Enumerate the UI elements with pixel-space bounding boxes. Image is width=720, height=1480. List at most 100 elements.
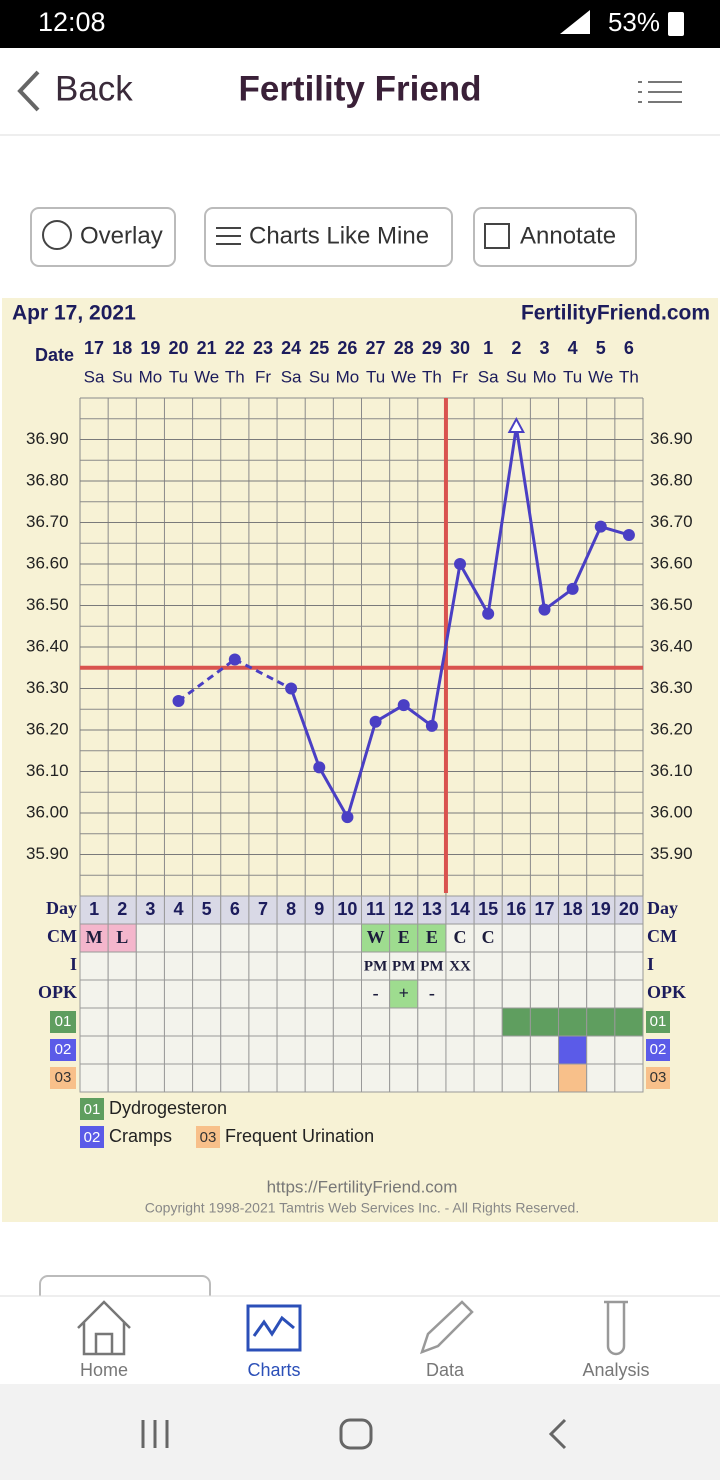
date-label: 17 (84, 338, 104, 358)
table-cell (586, 1063, 616, 1093)
date-label: 6 (624, 338, 634, 358)
table-cell (473, 951, 503, 981)
nav-label[interactable]: Analysis (582, 1360, 649, 1380)
temperature-point (566, 582, 579, 595)
row-label: Day (46, 898, 77, 918)
table-cell (614, 923, 644, 953)
table-cell (107, 951, 137, 981)
overlay-button[interactable] (30, 207, 176, 267)
row-label: 03 (650, 1069, 667, 1086)
table-cell (558, 1063, 588, 1093)
cell-text: - (373, 983, 379, 1003)
chart-date: Apr 17, 2021 (12, 302, 136, 325)
legend-swatch (196, 1126, 220, 1148)
charts-like-mine-button[interactable] (204, 207, 453, 267)
cell-text: PM (420, 958, 443, 974)
day-number: 8 (286, 899, 296, 919)
table-cell (614, 1063, 644, 1093)
date-label: 23 (253, 338, 273, 358)
analysis-icon[interactable] (604, 1300, 628, 1356)
cell-text: C (454, 927, 467, 947)
annotate-button[interactable] (473, 207, 637, 267)
weekday-label: Mo (533, 367, 557, 386)
temperature-point (313, 761, 326, 774)
nav-label[interactable]: Home (80, 1360, 128, 1380)
table-cell (586, 951, 616, 981)
site-label: FertilityFriend.com (521, 302, 710, 325)
data-icon[interactable] (419, 1300, 474, 1355)
table-cell (304, 979, 334, 1009)
date-label: 28 (394, 338, 414, 358)
nav-label[interactable]: Charts (247, 1360, 300, 1380)
day-number: 14 (450, 899, 470, 919)
temperature-point (538, 603, 551, 616)
table-cell (276, 923, 306, 953)
table-cell (361, 1035, 391, 1065)
home-icon[interactable] (77, 1300, 131, 1356)
table-cell (220, 923, 250, 953)
table-cell (473, 1007, 503, 1037)
table-cell (79, 951, 109, 981)
table-cell (614, 1035, 644, 1065)
system-buttons[interactable] (141, 1418, 567, 1450)
temperature-point (341, 811, 354, 824)
row-label: I (647, 954, 654, 974)
nav-label[interactable]: Data (426, 1360, 465, 1380)
temperature-point (228, 653, 241, 666)
back-chevron[interactable] (17, 70, 40, 112)
table-cell (276, 1063, 306, 1093)
date-label: 3 (539, 338, 549, 358)
table-cell (248, 923, 278, 953)
table-cell (248, 1035, 278, 1065)
temperature-point (285, 682, 298, 695)
day-number: 1 (89, 899, 99, 919)
charts-icon[interactable] (246, 1304, 302, 1352)
table-cell (192, 979, 222, 1009)
legend-label: Frequent Urination (225, 1126, 374, 1146)
table-cell (558, 979, 588, 1009)
table-cell (473, 1063, 503, 1093)
row-label-box (646, 1067, 670, 1089)
table-cell (248, 979, 278, 1009)
table-cell (417, 1035, 447, 1065)
button-label[interactable]: Overlay (80, 222, 163, 249)
table-cell (220, 979, 250, 1009)
row-label: 03 (55, 1069, 72, 1086)
table-cell (276, 1007, 306, 1037)
y-tick-label: 36.30 (650, 678, 693, 697)
back-button[interactable]: Back (55, 69, 133, 108)
y-tick-label: 36.90 (26, 429, 69, 448)
temperature-point (622, 528, 635, 541)
button-label[interactable]: Annotate (520, 222, 616, 249)
footer-copyright: Copyright 1998-2021 Tamtris Web Services… (145, 1200, 579, 1216)
cell-text: PM (392, 958, 415, 974)
table-cell (389, 979, 419, 1009)
cell-text: W (367, 927, 385, 947)
table-cell (614, 1007, 644, 1037)
day-number: 4 (174, 899, 184, 919)
y-tick-label: 36.20 (26, 719, 69, 738)
table-cell (332, 1063, 363, 1093)
weekday-label: Mo (336, 367, 360, 386)
table-cell (389, 1035, 419, 1065)
date-label: 20 (169, 338, 189, 358)
table-cell (79, 895, 109, 925)
table-cell (79, 1007, 109, 1037)
weekday-label: Sa (478, 367, 499, 386)
weekday-label: Sa (84, 367, 105, 386)
y-tick-label: 36.50 (26, 595, 69, 614)
weekday-label: Tu (169, 367, 188, 386)
y-tick-label: 36.00 (26, 802, 69, 821)
button-label[interactable]: Charts Like Mine (249, 222, 429, 249)
cell-text: + (399, 983, 409, 1003)
date-label: 19 (140, 338, 160, 358)
table-cell (586, 923, 616, 953)
weekday-label: Tu (563, 367, 582, 386)
y-tick-label: 36.60 (26, 553, 69, 572)
menu-icon[interactable] (638, 81, 682, 103)
table-cell (361, 979, 391, 1009)
legend-code: 02 (84, 1129, 101, 1146)
temperature-point (425, 719, 438, 732)
weekday-label: Fr (255, 367, 271, 386)
